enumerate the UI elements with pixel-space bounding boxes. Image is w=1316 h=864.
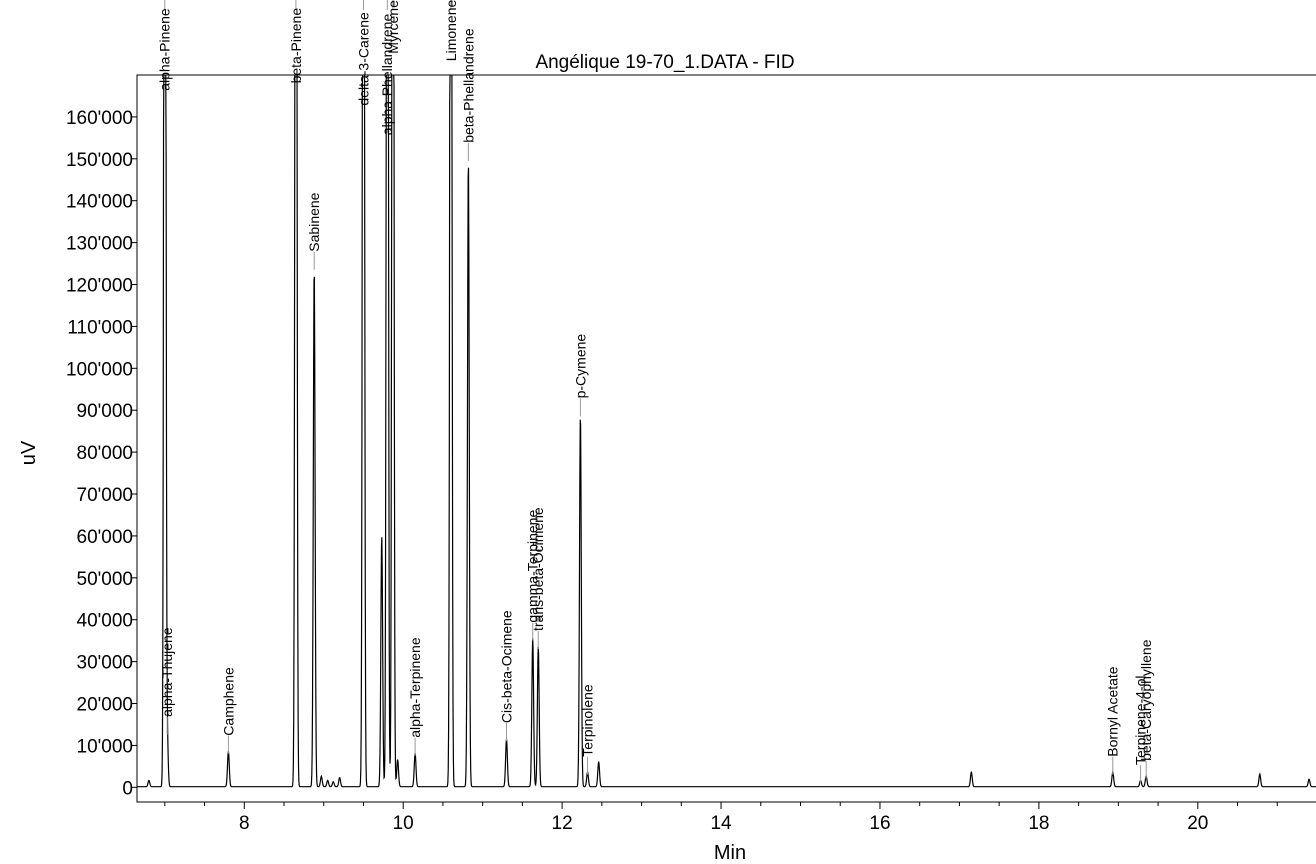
peak-labels: alpha-Thujene alpha-Pinene Camphene beta-Pi… (157, 0, 1154, 784)
y-tick-label: 130'000 (66, 234, 133, 255)
peak-label-group: delta-3-Carene (355, 0, 371, 106)
peak-label: p-Cymene (572, 334, 588, 399)
peak-label-group: Camphene (220, 667, 236, 754)
x-tick-label: 14 (710, 813, 732, 834)
x-tick-label: 10 (393, 813, 414, 834)
peak-label: Camphene (220, 667, 236, 736)
peak-label: beta-Caryophyllene (1138, 639, 1154, 761)
x-tick-label: 18 (1028, 813, 1049, 834)
y-tick-label: 20'000 (77, 695, 133, 716)
peak-label: delta-3-Carene (355, 12, 371, 106)
peak-label-group: beta-Phellandrene (460, 28, 476, 161)
peak-label: beta-Phellandrene (460, 28, 476, 143)
peak-label-group: alpha-Phellandrene (379, 0, 395, 135)
y-tick-label: 100'000 (66, 359, 133, 380)
peak-label: alpha-Pinene (157, 8, 173, 91)
peak-label-group: alpha-Terpinene (407, 637, 423, 756)
peak-label: alpha-Phellandrene (379, 14, 395, 136)
y-tick-label: 30'000 (77, 653, 133, 674)
y-axis-label: uV (18, 440, 40, 465)
peak-label: trans-beta-Ocimene (530, 507, 546, 631)
axis-ticks: 8 10 12 14 16 18 20 0 10'000 20'000 30'000 40'000 50… (66, 108, 1278, 834)
y-tick-label: 70'000 (77, 485, 133, 506)
x-tick-label: 20 (1187, 813, 1208, 834)
y-tick-label: 0 (122, 778, 133, 799)
peak-label-group: Sabinene (306, 192, 322, 270)
x-tick-label: 16 (869, 813, 890, 834)
peak-label-group: Cis-beta-Ocimene (498, 610, 514, 742)
chart-title: Angélique 19-70_1.DATA - FID (535, 52, 794, 73)
y-tick-label: 10'000 (77, 736, 133, 757)
x-tick-label: 8 (239, 813, 250, 834)
peak-label-group: Limonene (443, 0, 459, 61)
chromatogram-trace (137, 75, 1316, 788)
x-axis-label: Min (714, 842, 746, 864)
peak-label: Sabinene (306, 192, 322, 251)
peak-label-group: alpha-Thujene (159, 627, 175, 735)
peak-label-group: Myrcene (385, 0, 401, 54)
peak-label-group: beta-Caryophyllene (1138, 639, 1154, 779)
x-tick-label: 12 (552, 813, 573, 834)
peak-label-group: beta-Pinene (288, 0, 304, 83)
y-tick-label: 80'000 (77, 443, 133, 464)
y-tick-label: 110'000 (67, 317, 133, 338)
peak-label-group: gamma-Terpinene (525, 510, 541, 641)
peak-label-group: Terpinolene (579, 684, 595, 775)
peak-label-group: Terpinene-4-ol (1133, 676, 1149, 784)
peak-label: beta-Pinene (288, 8, 304, 84)
peak-label-group: alpha-Pinene (157, 0, 173, 91)
peak-label: Terpinolene (579, 684, 595, 757)
y-tick-label: 40'000 (77, 611, 133, 632)
peak-label: Bornyl Acetate (1105, 666, 1121, 756)
peak-label: Cis-beta-Ocimene (498, 610, 514, 723)
y-tick-label: 90'000 (77, 401, 133, 422)
y-tick-label: 50'000 (77, 569, 133, 590)
y-tick-label: 120'000 (66, 276, 133, 297)
peak-label: Terpinene-4-ol (1133, 676, 1149, 766)
peak-label: Limonene (443, 0, 459, 61)
plot-frame (136, 74, 1316, 803)
peak-label-group: trans-beta-Ocimene (530, 507, 546, 649)
peak-label: alpha-Thujene (159, 627, 175, 717)
peak-label: alpha-Terpinene (407, 637, 423, 738)
peak-label-group: Bornyl Acetate (1105, 666, 1121, 775)
y-tick-label: 160'000 (66, 108, 133, 129)
peak-label: Myrcene (385, 0, 401, 54)
peak-label-group: p-Cymene (572, 334, 588, 417)
y-tick-label: 60'000 (77, 527, 133, 548)
peak-label: gamma-Terpinene (525, 510, 541, 623)
y-tick-label: 150'000 (66, 150, 133, 171)
y-tick-label: 140'000 (66, 192, 133, 213)
